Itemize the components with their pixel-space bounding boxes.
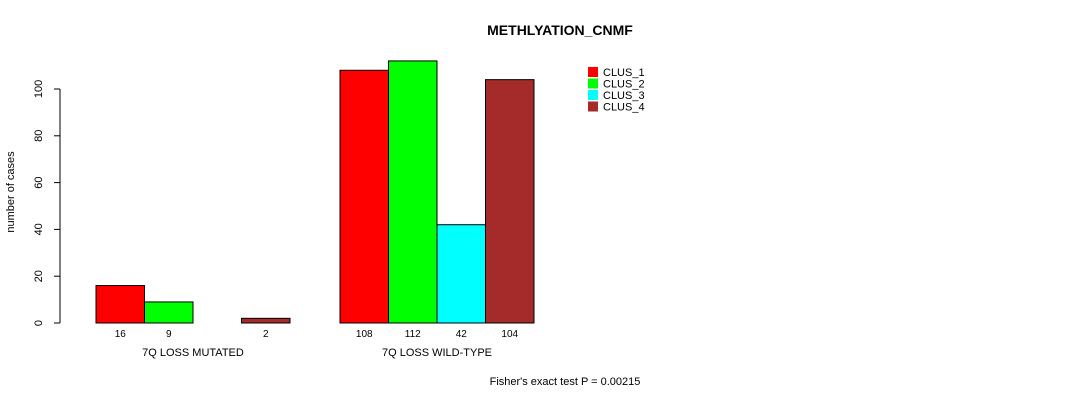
bar-value-label: 42 — [456, 329, 468, 340]
legend-swatch — [588, 67, 598, 77]
y-tick-label: 0 — [33, 320, 45, 326]
bars — [95, 60, 535, 324]
bar-clus-1-2 — [339, 69, 389, 324]
y-tick-label: 100 — [33, 80, 45, 98]
legend-label: CLUS_1 — [603, 67, 645, 79]
y-tick-label: 40 — [33, 223, 45, 235]
bar-value-labels: 16 9 2 108 112 42 104 — [115, 329, 519, 340]
legend-swatch — [588, 101, 598, 112]
legend-label: CLUS_4 — [603, 102, 645, 114]
category-labels: 7Q LOSS MUTATED 7Q LOSS WILD-TYPE — [142, 347, 492, 359]
legend-swatch — [588, 78, 598, 89]
legend-label: CLUS_3 — [603, 90, 645, 102]
bar-clus-3-2 — [436, 224, 486, 324]
fisher-test-footnote: Fisher's exact test P = 0.00215 — [490, 376, 641, 388]
y-tick-label: 60 — [33, 176, 45, 188]
legend-label: CLUS_2 — [603, 79, 645, 91]
bar-value-label: 2 — [263, 329, 269, 340]
bar-value-label: 9 — [166, 329, 172, 340]
category-label: 7Q LOSS WILD-TYPE — [382, 347, 492, 359]
y-tick-label: 20 — [33, 270, 45, 282]
bar-clus-4-2 — [485, 79, 535, 324]
chart-title: METHLYATION_CNMF — [487, 22, 633, 38]
bar-clus-2-2 — [388, 60, 438, 324]
bar-value-label: 108 — [356, 329, 373, 340]
bar-clus-1-1 — [95, 285, 145, 324]
bar-value-label: 16 — [115, 329, 127, 340]
y-axis: 0 20 40 60 80 100 — [33, 80, 61, 326]
bar-value-label: 104 — [501, 329, 518, 340]
bar-clus-2-1 — [144, 301, 194, 324]
bar-value-label: 112 — [405, 329, 421, 340]
category-label: 7Q LOSS MUTATED — [142, 347, 244, 359]
legend-swatch — [588, 90, 598, 100]
bar-clus-4-1 — [241, 317, 291, 324]
y-axis-label: number of cases — [5, 151, 17, 233]
y-tick-label: 80 — [33, 130, 45, 142]
